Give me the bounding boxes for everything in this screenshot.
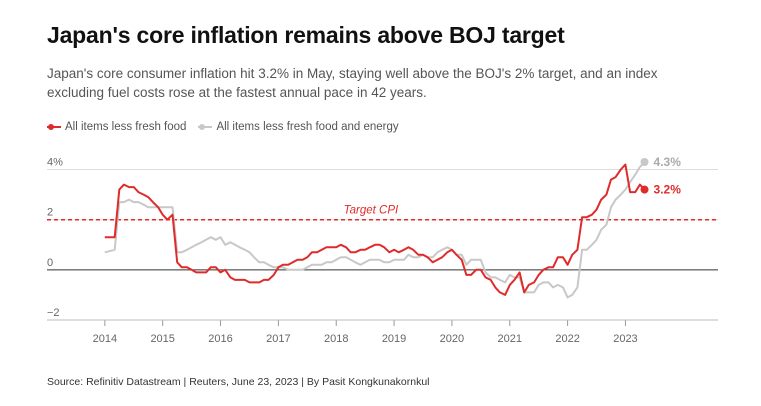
chart-subtitle: Japan's core consumer inflation hit 3.2%… bbox=[47, 66, 658, 100]
series-line-core bbox=[104, 163, 646, 296]
end-label-core-ex-energy: 4.3% bbox=[654, 155, 682, 169]
x-tick-label: 2015 bbox=[150, 333, 174, 345]
y-tick-label: −2 bbox=[47, 307, 60, 319]
legend: All items less fresh food All items less… bbox=[47, 121, 411, 133]
x-tick-label: 2019 bbox=[382, 333, 406, 345]
y-tick-label: 0 bbox=[47, 257, 53, 269]
end-point-core bbox=[640, 185, 649, 194]
x-tick-label: 2016 bbox=[208, 333, 232, 345]
x-tick-label: 2022 bbox=[555, 333, 579, 345]
x-tick-label: 2023 bbox=[613, 333, 637, 345]
x-tick-label: 2017 bbox=[266, 333, 290, 345]
chart-title: Japan's core inflation remains above BOJ… bbox=[47, 22, 565, 48]
y-tick-label: 2 bbox=[47, 207, 53, 219]
target-label: Target CPI bbox=[344, 205, 399, 217]
x-tick-label: 2021 bbox=[498, 333, 522, 345]
legend-item-core-ex-energy: All items less fresh food and energy bbox=[198, 121, 399, 133]
legend-item-core: All items less fresh food bbox=[47, 121, 186, 133]
legend-label-core-ex-energy: All items less fresh food and energy bbox=[216, 121, 399, 133]
legend-label-core: All items less fresh food bbox=[65, 121, 187, 133]
x-tick-label: 2018 bbox=[324, 333, 348, 345]
legend-marker-core-ex-energy bbox=[198, 124, 213, 130]
y-tick-label: 4% bbox=[47, 157, 63, 169]
series-line-core-ex-energy bbox=[104, 161, 646, 299]
legend-marker-core bbox=[47, 124, 61, 130]
x-tick-label: 2014 bbox=[93, 333, 117, 345]
end-point-core-ex-energy bbox=[640, 158, 649, 167]
x-tick-label: 2020 bbox=[440, 333, 464, 345]
source-note: Source: Refinitiv Datastream | Reuters, … bbox=[47, 376, 430, 388]
end-label-core: 3.2% bbox=[654, 183, 682, 197]
